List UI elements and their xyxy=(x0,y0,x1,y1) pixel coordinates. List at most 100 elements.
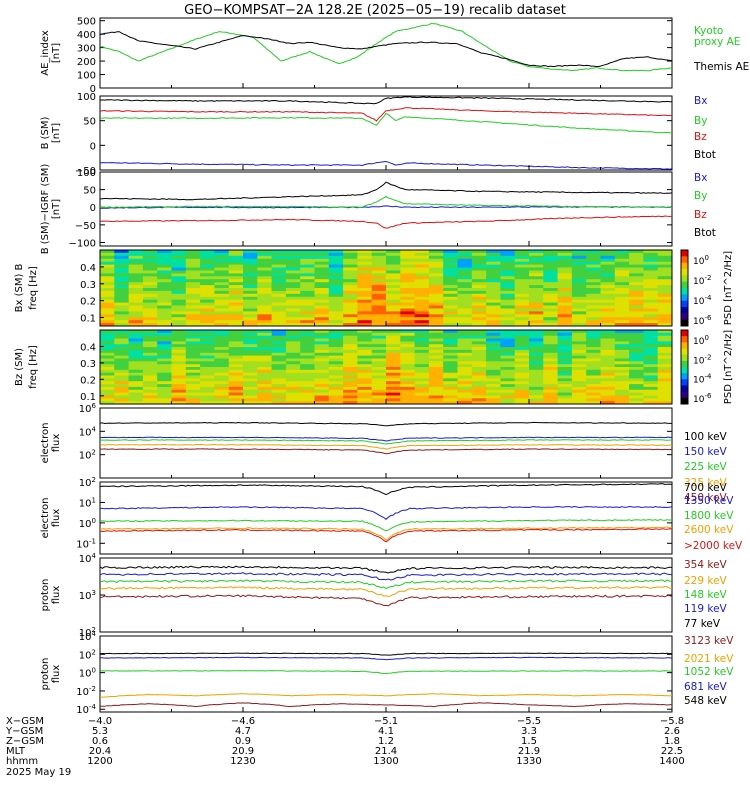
spectrogram-cell xyxy=(457,349,473,354)
spectrogram-cell xyxy=(386,293,401,298)
spectrogram-cell xyxy=(257,381,272,385)
spectrogram-cell xyxy=(314,255,330,260)
spectrogram-cell xyxy=(543,279,558,283)
spectrogram-cell xyxy=(214,398,230,402)
y-tick-label: −50 xyxy=(75,166,96,177)
spectrogram-cell xyxy=(257,352,272,356)
legend-entry: 77 keV xyxy=(684,618,721,630)
spectrogram-cell xyxy=(157,323,172,327)
spectrogram-cell xyxy=(486,341,501,345)
spectrogram-cell xyxy=(471,264,487,268)
spectrogram-cell xyxy=(543,317,558,321)
colorbar-frame xyxy=(680,329,689,405)
y-tick-label: 500 xyxy=(77,17,96,28)
spectrogram-cell xyxy=(400,288,415,292)
panel-frame xyxy=(99,17,673,89)
y-tick-label: 300 xyxy=(77,44,96,55)
spectrogram-cell xyxy=(400,369,415,373)
spectrogram-cell xyxy=(142,276,158,280)
spectrogram-cell xyxy=(514,285,530,289)
spectrogram-cell xyxy=(443,398,458,402)
spectrogram-cell xyxy=(243,250,258,254)
spectrogram-cell xyxy=(343,349,358,354)
y-axis-label: proton xyxy=(40,658,51,691)
spectrogram-cell xyxy=(357,389,373,393)
spectrogram-cell xyxy=(114,372,129,376)
spectrogram-cell xyxy=(428,389,444,393)
spectrogram-cell xyxy=(371,305,387,309)
spectrogram-cell xyxy=(142,392,158,396)
spectrogram-cell xyxy=(428,255,444,260)
spectrogram-cell xyxy=(300,255,315,260)
colorbar-cell xyxy=(681,256,688,264)
spectrogram-cell xyxy=(543,308,558,312)
spectrogram-cell xyxy=(100,299,115,303)
spectrogram-cell xyxy=(629,338,644,342)
spectrogram-cell xyxy=(400,250,415,254)
spectrogram-cell xyxy=(514,361,530,365)
spectrogram-cell xyxy=(200,320,215,324)
spectrogram-cell xyxy=(228,276,244,280)
spectrogram-cell xyxy=(443,378,458,382)
ephemeris-value: 4.7 xyxy=(235,726,251,737)
spectrogram-cell xyxy=(343,290,358,295)
spectrogram-cell xyxy=(428,330,444,334)
spectrogram-cell xyxy=(257,314,272,318)
spectrogram-cell xyxy=(471,392,487,396)
spectrogram-cell xyxy=(300,267,315,271)
spectrogram-cell xyxy=(371,273,387,277)
spectrogram-cell xyxy=(386,302,401,306)
spectrogram-cell xyxy=(114,389,129,393)
spectrogram-cell xyxy=(657,255,673,260)
ephemeris-row-label: Z−GSM xyxy=(6,736,44,747)
spectrogram-cell xyxy=(600,341,616,345)
spectrogram-cell xyxy=(228,320,244,324)
spectrogram-cell xyxy=(357,347,373,351)
spectrogram-cell xyxy=(428,276,444,280)
spectrogram-cell xyxy=(314,344,330,348)
spectrogram-cell xyxy=(343,341,358,345)
spectrogram-cell xyxy=(271,349,287,354)
spectrogram-cell xyxy=(142,296,158,301)
spectrogram-cell xyxy=(100,258,115,263)
spectrogram-cell xyxy=(300,314,315,318)
spectrogram-cell xyxy=(200,317,215,321)
spectrogram-cell xyxy=(300,401,315,405)
spectrogram-cell xyxy=(414,323,430,327)
y-axis-label: flux xyxy=(51,586,62,605)
spectrogram-cell xyxy=(243,261,258,265)
spectrogram-cell xyxy=(428,314,444,318)
spectrogram-cell xyxy=(643,349,659,354)
spectrogram-cell xyxy=(200,288,215,292)
spectrogram-cell xyxy=(400,293,415,298)
spectrogram-cell xyxy=(614,398,630,402)
spectrogram-cell xyxy=(128,392,144,396)
spectrogram-cell xyxy=(614,332,630,336)
spectrogram-cell xyxy=(243,367,258,371)
spectrogram-cell xyxy=(228,285,244,289)
spectrogram-cell xyxy=(457,389,473,393)
spectrogram-cell xyxy=(443,332,458,336)
spectrogram-cell xyxy=(571,293,587,298)
spectrogram-cell xyxy=(228,349,244,354)
spectrogram-cell xyxy=(557,267,573,271)
series-line xyxy=(99,195,673,209)
spectrogram-cell xyxy=(557,338,573,342)
spectrogram-cell xyxy=(428,386,444,391)
colorbar-cell xyxy=(681,275,688,283)
spectrogram-cell xyxy=(157,293,172,298)
spectrogram-cell xyxy=(629,273,644,277)
spectrogram-cell xyxy=(228,375,244,379)
spectrogram-cell xyxy=(400,282,415,286)
panel-frame xyxy=(99,407,673,479)
spectrogram-cell xyxy=(328,296,344,301)
spectrogram-cell xyxy=(114,273,129,277)
spectrogram-cell xyxy=(543,378,558,382)
spectrogram-cell xyxy=(386,395,401,399)
spectrogram-cell xyxy=(400,311,415,315)
spectrogram-cell xyxy=(142,389,158,393)
spectrogram-cell xyxy=(214,375,230,379)
spectrogram-cell xyxy=(271,369,287,373)
spectrogram-cell xyxy=(128,285,144,289)
spectrogram-cell xyxy=(214,330,230,334)
